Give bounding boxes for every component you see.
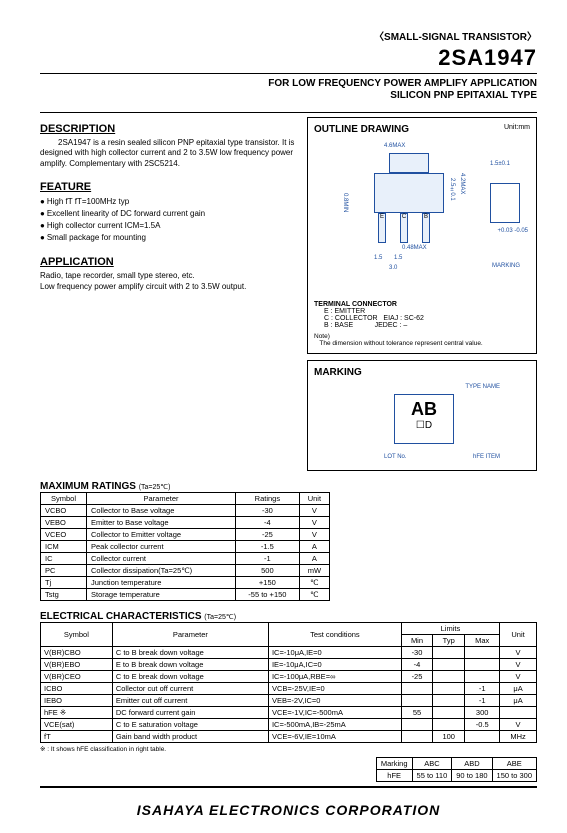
dim-p3: 1.5 bbox=[394, 255, 402, 261]
package-leads: E C B bbox=[378, 213, 430, 243]
table-row: hFE 55 to 110 90 to 180 150 to 300 bbox=[376, 770, 536, 782]
left-column: DESCRIPTION 2SA1947 is a resin sealed si… bbox=[40, 117, 297, 471]
elec-char-table: Symbol Parameter Test conditions Limits … bbox=[40, 622, 537, 743]
divider bbox=[40, 112, 537, 113]
app-line1: Radio, tape recorder, small type stereo,… bbox=[40, 271, 195, 280]
dim-p4: 3.0 bbox=[389, 265, 397, 271]
divider bbox=[40, 73, 537, 74]
feature-title: FEATURE bbox=[40, 181, 297, 193]
lot-no-label: LOT No. bbox=[384, 454, 407, 460]
dim-w2: 1.5±0.1 bbox=[490, 161, 510, 167]
table-row: VCEOCollector to Emitter voltage-25V bbox=[41, 529, 330, 541]
datasheet-page: 〈SMALL-SIGNAL TRANSISTOR〉 2SA1947 FOR LO… bbox=[0, 0, 567, 833]
feature-item: Small package for mounting bbox=[40, 232, 297, 244]
table-row: VEBOEmitter to Base voltage-4V bbox=[41, 517, 330, 529]
hfe-classification-table: Marking ABC ABD ABE hFE 55 to 110 90 to … bbox=[376, 757, 537, 782]
right-column: OUTLINE DRAWING Unit:mm 4.6MAX 1.6±0.2 1… bbox=[307, 117, 537, 471]
table-header-row: Symbol Parameter Ratings Unit bbox=[41, 493, 330, 505]
table-row: ICBOCollector cut off currentVCB=-25V,IE… bbox=[41, 683, 537, 695]
table-row: fTGain band width productVCE=-6V,IE=10mA… bbox=[41, 731, 537, 743]
package-drawing: 4.6MAX 1.6±0.2 1.5±0.1 2.5±0.1 4.2MAX 0.… bbox=[314, 143, 530, 293]
application-title: APPLICATION bbox=[40, 256, 297, 268]
application-text: Radio, tape recorder, small type stereo,… bbox=[40, 271, 297, 292]
subtitle: FOR LOW FREQUENCY POWER AMPLIFY APPLICAT… bbox=[40, 78, 537, 102]
table-row: VCBOCollector to Base voltage-30V bbox=[41, 505, 330, 517]
description-text: 2SA1947 is a resin sealed silicon PNP ep… bbox=[40, 138, 297, 169]
package-body bbox=[374, 173, 444, 213]
marking-drawing: TYPE NAME AB ☐D LOT No. hFE ITEM bbox=[314, 384, 530, 464]
feature-item: Excellent linearity of DC forward curren… bbox=[40, 208, 297, 220]
marking-d: ☐D bbox=[395, 420, 453, 431]
feature-item: High fT fT=100MHz typ bbox=[40, 196, 297, 208]
marking-box: MARKING TYPE NAME AB ☐D LOT No. hFE ITEM bbox=[307, 360, 537, 471]
elec-char-title: ELECTRICAL CHARACTERISTICS (Ta=25℃) bbox=[40, 611, 537, 622]
table-row: IEBOEmitter cut off currentVEB=-2V,IC=0-… bbox=[41, 695, 537, 707]
subtitle-line1: FOR LOW FREQUENCY POWER AMPLIFY APPLICAT… bbox=[268, 78, 537, 89]
terminal-table: E : EMITTER C : COLLECTOR EIAJ : SC-62 B… bbox=[324, 308, 530, 329]
table-row: VCE(sat)C to E saturation voltageIC=-500… bbox=[41, 719, 537, 731]
feature-list: High fT fT=100MHz typ Excellent linearit… bbox=[40, 196, 297, 244]
subtitle-line2: SILICON PNP EPITAXIAL TYPE bbox=[390, 90, 537, 101]
company-footer: ISAHAYA ELECTRONICS CORPORATION bbox=[40, 802, 537, 818]
description-title: DESCRIPTION bbox=[40, 123, 297, 135]
app-line2: Low frequency power amplify circuit with… bbox=[40, 282, 246, 291]
category-label: 〈SMALL-SIGNAL TRANSISTOR〉 bbox=[40, 28, 537, 43]
marking-label: MARKING bbox=[492, 263, 520, 269]
table-row: TstgStorage temperature-55 to +150℃ bbox=[41, 589, 330, 601]
marking-side-view bbox=[490, 183, 520, 223]
table-row: V(BR)CBOC to B break down voltageIC=-10μ… bbox=[41, 647, 537, 659]
package-tab bbox=[389, 153, 429, 173]
outline-title: OUTLINE DRAWING bbox=[314, 124, 409, 135]
table-row: PCCollector dissipation(Ta=25℃)500mW bbox=[41, 565, 330, 577]
dim-h1: 2.5±0.1 bbox=[449, 178, 455, 201]
dim-h4: 0.8MIN bbox=[342, 193, 348, 212]
max-ratings-title: MAXIMUM RATINGS (Ta=25℃) bbox=[40, 481, 537, 492]
dim-p1: 0.48MAX bbox=[402, 245, 427, 251]
table-row: V(BR)EBOE to B break down voltageIE=-10μ… bbox=[41, 659, 537, 671]
outline-title-row: OUTLINE DRAWING Unit:mm bbox=[314, 124, 530, 135]
lead-c: C bbox=[400, 213, 408, 243]
dim-h2: 4.2MAX bbox=[459, 173, 465, 194]
table-row: hFE ※DC forward current gainVCE=-1V,IC=-… bbox=[41, 707, 537, 719]
outline-note: Note) The dimension without tolerance re… bbox=[314, 333, 530, 347]
table-header-row: Symbol Parameter Test conditions Limits … bbox=[41, 623, 537, 635]
lead-e: E bbox=[378, 213, 386, 243]
table-row: ICMPeak collector current-1.5A bbox=[41, 541, 330, 553]
marking-title: MARKING bbox=[314, 367, 530, 378]
table-row: V(BR)CEOC to E break down voltageIC=-100… bbox=[41, 671, 537, 683]
part-number: 2SA1947 bbox=[40, 45, 537, 71]
elec-char-footnote: ※ : It shows hFE classification in right… bbox=[40, 745, 537, 753]
marking-chip: AB ☐D bbox=[394, 394, 454, 444]
hfe-item-label: hFE ITEM bbox=[473, 454, 500, 460]
table-header-row: Marking ABC ABD ABE bbox=[376, 758, 536, 770]
feature-item: High collector current ICM=1.5A bbox=[40, 220, 297, 232]
lead-b: B bbox=[422, 213, 430, 243]
outline-unit: Unit:mm bbox=[504, 124, 530, 135]
table-row: TjJunction temperature+150℃ bbox=[41, 577, 330, 589]
dim-p2: 1.5 bbox=[374, 255, 382, 261]
outline-drawing-box: OUTLINE DRAWING Unit:mm 4.6MAX 1.6±0.2 1… bbox=[307, 117, 537, 354]
table-row: ICCollector current-1A bbox=[41, 553, 330, 565]
type-name-label: TYPE NAME bbox=[465, 384, 500, 390]
marking-ab: AB bbox=[395, 399, 453, 420]
divider bbox=[40, 786, 537, 788]
terminal-connector-title: TERMINAL CONNECTOR bbox=[314, 301, 530, 308]
max-ratings-table: Symbol Parameter Ratings Unit VCBOCollec… bbox=[40, 492, 330, 601]
dim-width-max: 4.6MAX bbox=[384, 143, 405, 149]
dim-t: +0.03 -0.05 bbox=[497, 228, 528, 234]
two-column-layout: DESCRIPTION 2SA1947 is a resin sealed si… bbox=[40, 117, 537, 471]
